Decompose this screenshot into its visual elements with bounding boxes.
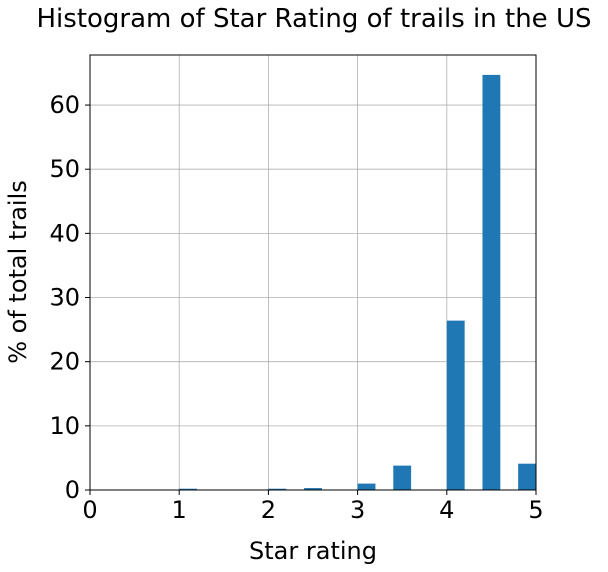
x-tick-label: 2 <box>261 496 276 524</box>
y-tick-label: 40 <box>49 219 80 247</box>
histogram-bar <box>446 320 465 490</box>
histogram-bar <box>518 463 536 490</box>
y-tick-label: 50 <box>49 155 80 183</box>
histogram-bar <box>304 488 322 490</box>
x-axis-label: Star rating <box>249 537 377 565</box>
bars <box>179 74 536 491</box>
x-tick-label: 4 <box>439 496 454 524</box>
y-axis-label: % of total trails <box>4 180 32 364</box>
y-tick-label: 30 <box>49 284 80 312</box>
histogram-bar <box>482 74 501 491</box>
histogram-bar <box>179 488 198 490</box>
y-tick-label: 10 <box>49 412 80 440</box>
y-tick-label: 0 <box>65 476 80 504</box>
y-tick-label: 20 <box>49 348 80 376</box>
x-tick-label: 3 <box>350 496 365 524</box>
histogram-bar <box>268 488 287 490</box>
x-tick-label: 5 <box>528 496 543 524</box>
x-tick-label: 0 <box>82 496 97 524</box>
plot-frame <box>89 54 537 491</box>
y-tick-label: 60 <box>49 91 80 119</box>
grid-lines <box>89 55 537 491</box>
x-tick-label: 1 <box>172 496 187 524</box>
histogram-bar <box>393 465 412 490</box>
histogram-bar <box>357 483 376 490</box>
chart-title: Histogram of Star Rating of trails in th… <box>37 4 592 34</box>
